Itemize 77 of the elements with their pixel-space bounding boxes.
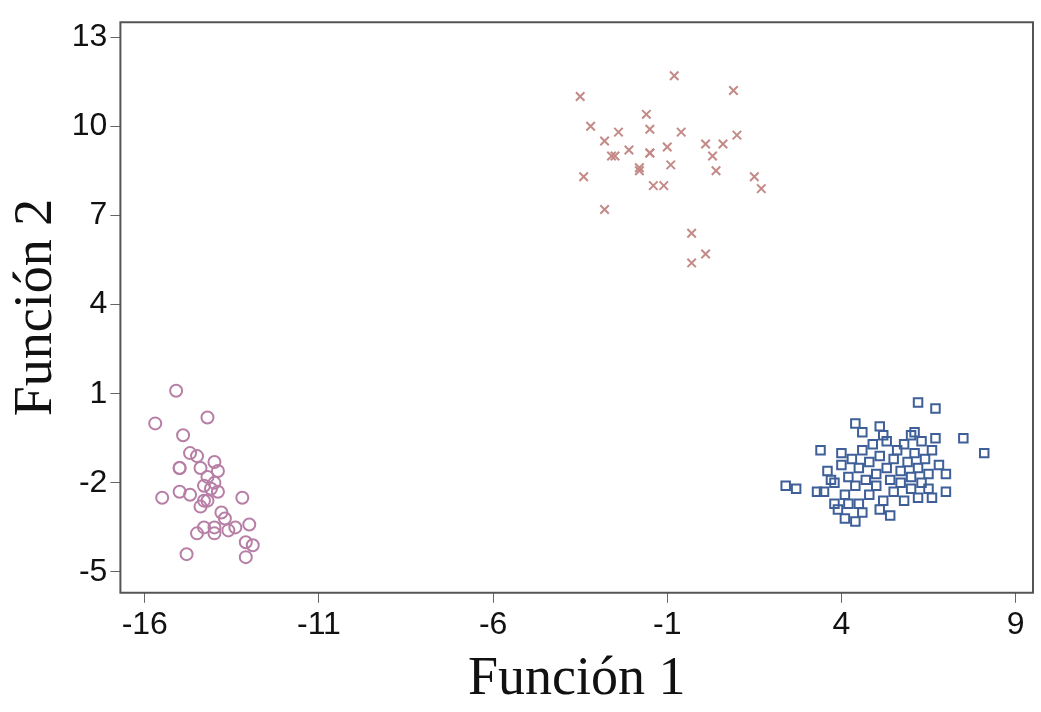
point xyxy=(193,499,208,514)
point xyxy=(606,150,617,162)
point xyxy=(155,490,170,505)
x-axis-title: Función 1 xyxy=(467,645,686,706)
point xyxy=(200,410,215,425)
y-tick-label: 13 xyxy=(71,16,108,53)
x-tick-label: -16 xyxy=(121,604,168,641)
point xyxy=(662,141,673,153)
point xyxy=(207,475,222,490)
point xyxy=(658,180,670,191)
point xyxy=(749,171,760,182)
y-tick-label: -2 xyxy=(78,462,108,499)
point xyxy=(196,520,211,535)
y-tick-label: 7 xyxy=(89,195,108,232)
x-tick-label: 9 xyxy=(1006,604,1025,641)
point xyxy=(599,204,610,215)
point xyxy=(183,487,198,502)
y-tick-label: 10 xyxy=(71,106,108,143)
point xyxy=(238,535,253,550)
point xyxy=(179,547,194,562)
point xyxy=(665,159,676,171)
point xyxy=(210,484,225,499)
point xyxy=(207,520,222,535)
point xyxy=(731,129,743,141)
point xyxy=(207,526,222,541)
point xyxy=(599,135,610,147)
x-tick-label: -1 xyxy=(653,604,682,641)
point xyxy=(210,463,225,478)
point xyxy=(148,416,163,431)
point xyxy=(574,91,586,102)
point xyxy=(242,517,257,532)
point xyxy=(193,460,208,475)
point xyxy=(235,490,250,505)
point xyxy=(675,126,687,138)
point xyxy=(641,109,652,120)
point xyxy=(668,70,680,81)
point xyxy=(686,227,697,239)
point xyxy=(613,126,624,138)
point xyxy=(717,138,729,150)
point xyxy=(707,150,718,162)
point xyxy=(196,493,211,508)
point xyxy=(238,550,253,565)
point xyxy=(700,138,711,150)
point xyxy=(221,523,236,538)
point xyxy=(245,538,260,553)
point xyxy=(207,455,222,470)
y-tick-label: 4 xyxy=(89,284,108,321)
point xyxy=(200,469,215,484)
point xyxy=(203,481,218,496)
point xyxy=(585,120,596,132)
point xyxy=(578,171,589,182)
x-tick-label: 4 xyxy=(832,604,851,641)
point xyxy=(710,165,722,177)
point xyxy=(228,520,243,535)
point xyxy=(609,150,621,162)
x-tick-label: -11 xyxy=(297,604,341,641)
point xyxy=(648,180,659,191)
point xyxy=(200,493,215,508)
point xyxy=(623,144,635,156)
point xyxy=(190,449,205,464)
point xyxy=(172,484,187,499)
y-axis-title: Función 2 xyxy=(2,198,63,417)
point xyxy=(169,383,184,398)
point xyxy=(176,428,191,443)
y-tick-label: 1 xyxy=(89,373,108,410)
point xyxy=(700,248,711,260)
point xyxy=(644,123,656,135)
point xyxy=(756,183,767,194)
point xyxy=(214,505,229,520)
point xyxy=(728,85,739,96)
point xyxy=(196,478,211,493)
point xyxy=(686,257,697,269)
point xyxy=(217,511,232,526)
x-tick-label: -6 xyxy=(478,604,508,641)
point xyxy=(183,446,198,461)
y-tick-label: -5 xyxy=(78,551,108,588)
point xyxy=(190,526,205,541)
